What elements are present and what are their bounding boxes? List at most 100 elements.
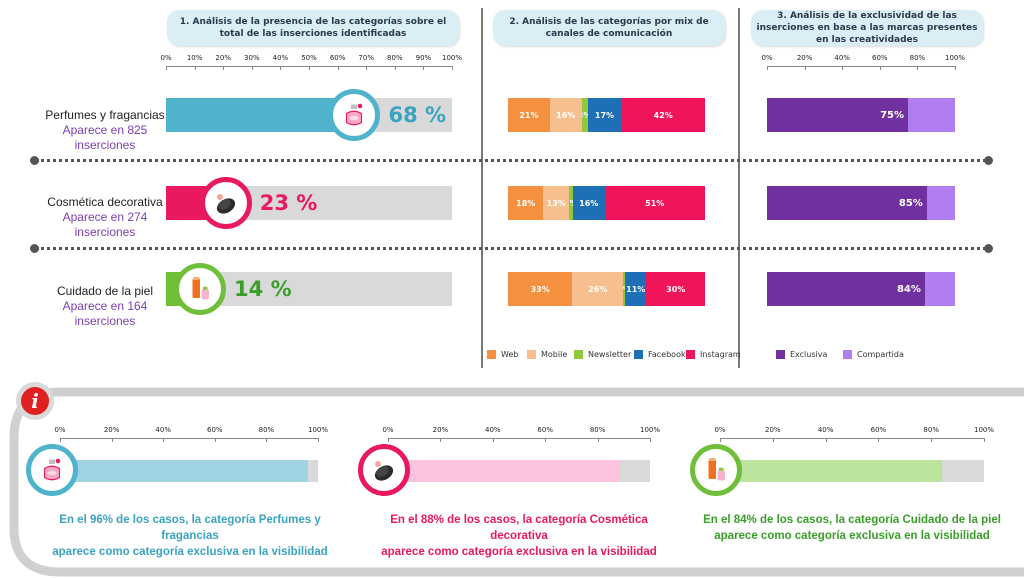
axis-tick-label: 50% (301, 54, 317, 62)
axis-tick-mark (366, 66, 368, 70)
mix-segment-instagram: 51% (604, 186, 705, 220)
legend-item-web: Web (487, 350, 518, 359)
axis-tick-mark (60, 438, 61, 442)
divider-dot-left (30, 156, 39, 165)
mix-segment-web: 33% (508, 272, 573, 306)
axis-tick-mark (337, 66, 339, 70)
axis-tick-label: 20% (796, 54, 813, 62)
axis-tick-mark (111, 438, 113, 442)
exclusive-caption: En el 84% de los casos, la categoría Cui… (700, 512, 1004, 544)
axis-tick-label: 40% (272, 54, 289, 62)
mix-segment-facebook: 11% (625, 272, 647, 306)
mix-segment-newsletter: 3% (581, 98, 588, 132)
divider-dot-left (30, 244, 39, 253)
axis-tick-label: 80% (909, 54, 926, 62)
axis-tick-mark (440, 438, 442, 442)
axis-tick-label: 60% (872, 54, 888, 62)
category-unit: inserciones (74, 225, 136, 239)
axis-tick-label: 80% (258, 426, 275, 434)
row-divider (36, 247, 986, 250)
row-label-perfumes: Perfumes y fragancias Aparece en 825 ins… (25, 108, 185, 153)
axis-line (720, 438, 984, 439)
axis-tick-mark (163, 438, 165, 442)
legend-label: Instagram (700, 350, 741, 359)
info-glyph: i (21, 387, 49, 415)
axis-tick-label: 0% (54, 426, 66, 434)
presence-value-label: 14 % (234, 277, 292, 301)
legend-item-mobile: Mobile (527, 350, 567, 359)
mix-segment-instagram: 30% (646, 272, 705, 306)
mix-segment-facebook: 17% (587, 98, 622, 132)
axis-tick-label: 20% (215, 54, 231, 62)
legend-item-facebook: Facebook (634, 350, 686, 359)
exclusive-caption: En el 88% de los casos, la categoría Cos… (368, 512, 670, 560)
axis-tick-label: 70% (358, 54, 374, 62)
legend-swatch (634, 350, 643, 359)
presence-bar (166, 98, 361, 132)
legend-swatch (686, 350, 695, 359)
axis-tick-label: 0% (382, 426, 394, 434)
cream-icon (174, 263, 227, 315)
axis-tick-label: 100% (639, 426, 661, 434)
legend-swatch (487, 350, 496, 359)
separator-left (481, 8, 483, 368)
mix-segment-mobile: 26% (572, 272, 624, 306)
legend-item-instagram: Instagram (686, 350, 741, 359)
divider-dot-right (984, 244, 993, 253)
exclusive-bar (720, 460, 942, 482)
legend-label: Web (501, 350, 519, 359)
axis-tick-mark (492, 438, 494, 442)
category-count: Aparece en 164 (62, 299, 148, 313)
exclusivity-segment-exclusiva: 84% (767, 272, 925, 306)
legend-label: Mobile (541, 350, 568, 359)
exclusivity-segment-compartida (908, 98, 955, 132)
axis-line (767, 66, 955, 67)
header-channel-mix: 2. Análisis de las categorías por mix de… (493, 10, 725, 46)
axis-tick-mark (394, 66, 396, 70)
exclusivity-segment-exclusiva: 85% (767, 186, 927, 220)
axis-tick-mark (423, 66, 425, 70)
legend-swatch (843, 350, 852, 359)
axis-tick-mark (318, 438, 319, 442)
legend-item-exclusiva: Exclusiva (776, 350, 827, 359)
axis-tick-label: 100% (944, 54, 966, 62)
axis-tick-label: 30% (244, 54, 260, 62)
axis-tick-mark (597, 438, 599, 442)
axis-tick-mark (280, 66, 282, 70)
legend-label: Compartida (857, 350, 904, 359)
header-exclusivity: 3. Análisis de la exclusividad de las in… (751, 10, 983, 46)
axis-tick-mark (650, 438, 651, 442)
legend-swatch (527, 350, 536, 359)
compact-icon (199, 177, 252, 229)
mix-segment-web: 18% (508, 186, 544, 220)
caption-line-1: En el 96% de los casos, la categoría Per… (59, 514, 321, 542)
axis-tick-label: 80% (589, 426, 606, 434)
legend-item-compartida: Compartida (843, 350, 904, 359)
axis-tick-mark (545, 438, 547, 442)
exclusivity-segment-exclusiva: 75% (767, 98, 908, 132)
row-label-cuidado: Cuidado de la piel Aparece en 164 inserc… (25, 284, 185, 329)
axis-tick-label: 20% (432, 426, 449, 434)
presence-value-label: 68 % (388, 103, 447, 127)
axis-tick-mark (251, 66, 253, 70)
legend-label: Newsletter (588, 350, 632, 359)
row-label-cosmetica: Cosmética decorativa Aparece en 274 inse… (25, 195, 185, 240)
axis-tick-label: 40% (485, 426, 501, 434)
exclusive-bar (388, 460, 619, 482)
axis-tick-label: 20% (765, 426, 781, 434)
axis-tick-label: 60% (537, 426, 553, 434)
axis-tick-mark (955, 66, 956, 70)
axis-tick-label: 100% (973, 426, 995, 434)
axis-tick-label: 90% (415, 54, 432, 62)
axis-tick-label: 20% (103, 426, 120, 434)
caption-line-1: En el 84% de los casos, la categoría Cui… (703, 514, 1001, 526)
legend-item-newsletter: Newsletter (574, 350, 631, 359)
perfume-icon (328, 89, 381, 141)
axis-tick-mark (720, 438, 721, 442)
axis-tick-mark (842, 66, 844, 70)
mix-segment-mobile: 13% (543, 186, 570, 220)
category-count: Aparece en 274 (62, 210, 148, 224)
exclusivity-segment-compartida (926, 186, 955, 220)
exclusive-caption: En el 96% de los casos, la categoría Per… (40, 512, 340, 560)
category-name: Cuidado de la piel (56, 284, 154, 298)
